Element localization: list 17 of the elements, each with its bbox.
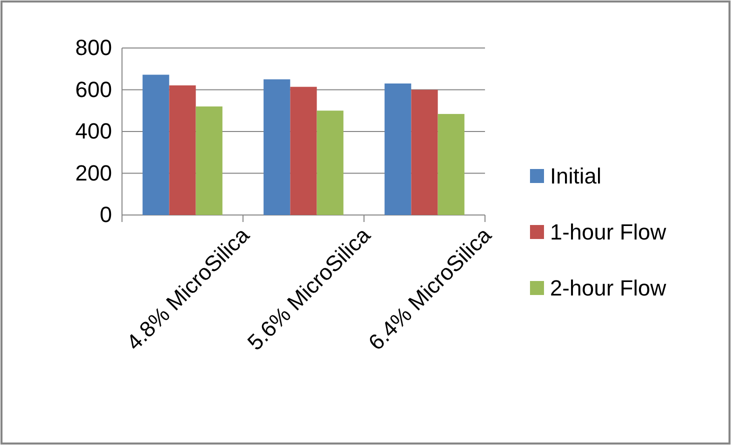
bar [384,83,412,215]
legend-label: Initial [550,164,602,189]
y-tick-label: 400 [75,118,112,144]
y-tick-label: 200 [75,160,112,186]
bar [196,106,222,215]
legend-label: 1-hour Flow [550,220,666,245]
bar [169,85,196,215]
bar [290,86,317,215]
bar [411,90,438,215]
bar [316,110,344,215]
bar [264,79,290,215]
y-tick-label: 800 [75,35,112,60]
legend-label: 2-hour Flow [550,276,666,301]
bar [142,74,170,215]
y-tick-label: 0 [100,202,112,228]
bar [438,114,464,215]
y-tick-label: 600 [75,76,112,102]
